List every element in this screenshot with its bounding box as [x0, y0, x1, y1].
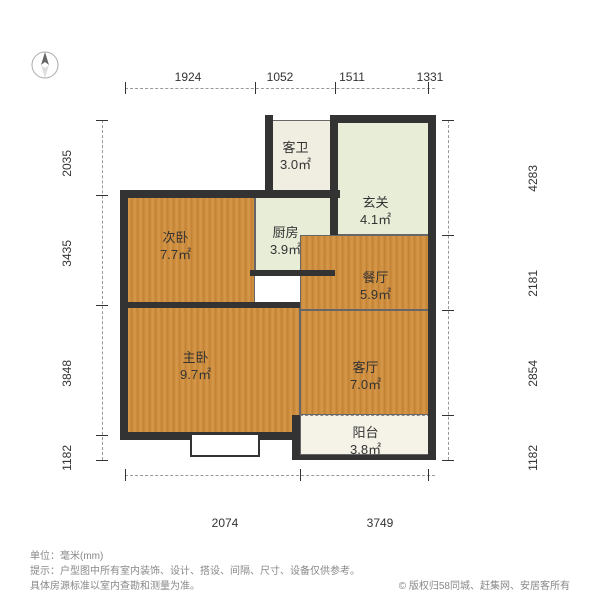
dim-top-1: 1052	[250, 70, 310, 84]
footer-note-1: 提示：户型图中所有室内装饰、设计、搭设、间隔、尺寸、设备仅供参考。	[30, 562, 570, 577]
dim-left-2: 3848	[60, 360, 74, 387]
copyright: © 版权归58同城、赶集网、安居客所有	[399, 577, 570, 592]
room-master_bedroom	[125, 305, 300, 435]
wall-9	[250, 270, 335, 276]
wall-5	[428, 115, 436, 460]
dim-left-1: 3435	[60, 240, 74, 267]
wall-7	[265, 115, 273, 195]
dim-left-3: 1182	[60, 445, 74, 471]
room-label-balcony: 阳台3.8㎡	[350, 425, 381, 459]
dim-right-1: 2181	[526, 270, 540, 297]
dim-top-0: 1924	[158, 70, 218, 84]
wall-8	[330, 115, 338, 235]
unit-label: 单位：毫米(mm)	[30, 547, 570, 562]
wall-1	[120, 190, 128, 440]
wall-10	[120, 302, 300, 308]
wall-4	[292, 455, 435, 460]
dim-right-2: 2854	[526, 360, 540, 387]
room-label-dining: 餐厅5.9㎡	[360, 270, 391, 304]
room-label-living: 客厅7.0㎡	[350, 360, 381, 394]
footer: 单位：毫米(mm) 提示：户型图中所有室内装饰、设计、搭设、间隔、尺寸、设备仅供…	[30, 547, 570, 592]
dim-line-right	[448, 120, 449, 460]
wall-0	[120, 190, 340, 198]
dim-bottom-1: 3749	[350, 516, 410, 530]
dim-top-3: 1331	[400, 70, 460, 84]
dim-left-0: 2035	[60, 150, 74, 177]
room-label-kitchen: 厨房3.9㎡	[270, 225, 301, 259]
room-label-foyer: 玄关4.1㎡	[360, 195, 391, 229]
room-label-master_bedroom: 主卧9.7㎡	[180, 350, 211, 384]
master-bedroom-window	[190, 435, 260, 457]
dim-line-bottom	[125, 475, 435, 476]
room-label-secondary_bedroom: 次卧7.7㎡	[160, 230, 191, 264]
floorplan-canvas: 次卧7.7㎡主卧9.7㎡ 厨房3.9㎡ 客卫3.0㎡玄关4.1㎡餐厅5.9㎡客厅7.…	[0, 0, 600, 600]
wall-3	[292, 415, 300, 460]
dim-bottom-0: 2074	[195, 516, 255, 530]
dim-right-3: 1182	[526, 445, 540, 471]
dim-top-2: 1511	[322, 70, 382, 84]
wall-6	[330, 115, 435, 123]
room-label-bathroom: 客卫3.0㎡	[280, 140, 311, 174]
dim-right-0: 4283	[526, 165, 540, 192]
dim-line-left	[102, 120, 103, 460]
dim-line-top	[125, 88, 435, 89]
compass-icon	[30, 50, 60, 80]
